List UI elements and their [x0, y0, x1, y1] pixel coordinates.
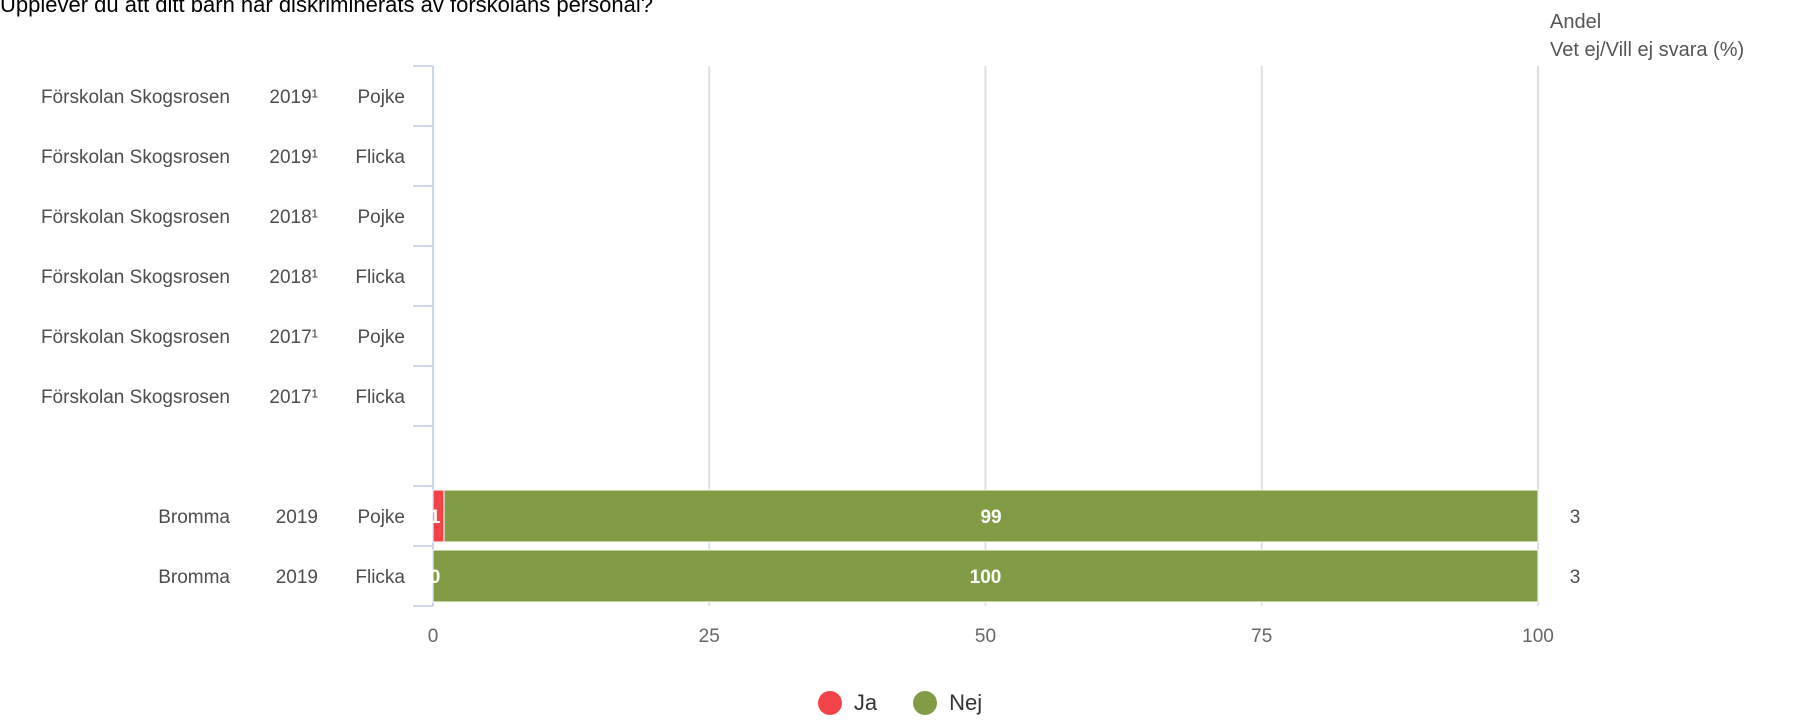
row-label-gender: Flicka: [355, 567, 405, 588]
bar-chart: 0 25 50 75 100 Förskolan Skogsrosen 2019¹ Pojke…: [41, 65, 1581, 647]
row-label-unit: Bromma: [158, 507, 230, 528]
row-label-year: 2018¹: [269, 267, 318, 288]
vet-ej-value: 3: [1570, 567, 1581, 588]
x-tick-label: 50: [975, 626, 996, 647]
row-label-unit: Förskolan Skogsrosen: [41, 327, 230, 348]
row-label-year: 2019¹: [269, 87, 318, 108]
row-label-gender: Flicka: [355, 387, 405, 408]
legend-item[interactable]: Nej: [913, 690, 982, 716]
right-header-line1: Andel: [1550, 11, 1602, 33]
row-label-unit: Förskolan Skogsrosen: [41, 267, 230, 288]
row-label-gender: Pojke: [357, 507, 405, 528]
vet-ej-value: 3: [1570, 507, 1581, 528]
bar-nej: [443, 489, 1539, 543]
row-label-unit: Förskolan Skogsrosen: [41, 207, 230, 228]
x-tick-label: 0: [428, 626, 439, 647]
bar-label-nej: 99: [980, 507, 1001, 528]
page-title: Upplever du att ditt barn har diskrimine…: [0, 0, 653, 17]
legend-item[interactable]: Ja: [817, 690, 878, 716]
x-tick-label: 100: [1522, 626, 1554, 647]
bar-label-nej: 100: [970, 567, 1002, 588]
row-label-year: 2019¹: [269, 147, 318, 168]
row-label-year: 2019: [276, 567, 318, 588]
bar-nej: [432, 549, 1539, 603]
legend-dot-icon: [817, 691, 842, 715]
row-label-gender: Pojke: [357, 87, 405, 108]
row-label-gender: Pojke: [357, 207, 405, 228]
row-label-gender: Flicka: [355, 147, 405, 168]
right-column-header: Andel Vet ej/Vill ej svara (%): [1550, 8, 1744, 64]
bar-label-ja: 1: [430, 507, 441, 528]
row-label-year: 2017¹: [269, 387, 318, 408]
x-tick-label: 25: [699, 626, 720, 647]
legend-label: Nej: [949, 690, 983, 715]
legend: Ja Nej: [0, 690, 1800, 721]
legend-label: Ja: [853, 690, 878, 715]
row-label-unit: Förskolan Skogsrosen: [41, 87, 230, 108]
bar-label-ja: 0: [430, 567, 441, 588]
row-label-unit: Förskolan Skogsrosen: [41, 147, 230, 168]
legend-dot-icon: [913, 691, 938, 715]
x-tick-label: 75: [1251, 626, 1272, 647]
row-label-gender: Pojke: [357, 327, 405, 348]
row-label-year: 2018¹: [269, 207, 318, 228]
right-header-line2: Vet ej/Vill ej svara (%): [1550, 39, 1745, 61]
row-label-unit: Bromma: [158, 567, 230, 588]
row-label-gender: Flicka: [355, 267, 405, 288]
row-label-year: 2017¹: [269, 327, 318, 348]
row-label-year: 2019: [276, 507, 318, 528]
row-label-unit: Förskolan Skogsrosen: [41, 387, 230, 408]
